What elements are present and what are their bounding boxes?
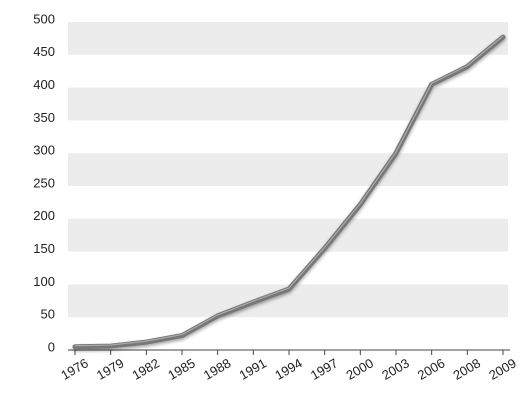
y-tick-label: 0 [48,339,55,354]
x-tick-label: 1982 [130,355,163,382]
y-tick-label: 250 [33,175,55,190]
x-tick-label: 1997 [308,355,341,382]
x-tick-label: 2006 [415,355,448,382]
grid-band [68,22,508,55]
grid-band [68,87,508,121]
y-tick-label: 100 [33,274,55,289]
x-tick-label: 1988 [201,355,234,382]
x-tick-label: 1985 [165,355,198,382]
x-tick-label: 2003 [379,355,412,382]
x-tick-label: 1994 [272,355,305,382]
y-tick-label: 150 [33,241,55,256]
x-tick-label: 2009 [486,355,519,382]
grid-band [68,218,508,252]
y-tick-label: 450 [33,44,55,59]
y-tick-label: 200 [33,208,55,223]
x-tick-label: 1976 [58,355,91,382]
y-tick-label: 350 [33,110,55,125]
x-tick-label: 1991 [237,355,270,382]
y-tick-label: 50 [41,307,55,322]
x-tick-label: 1979 [94,355,127,382]
x-tick-label: 2000 [344,355,377,382]
grid-band [68,153,508,186]
x-tick-label: 2008 [451,355,484,382]
line-highlight [74,35,504,347]
y-tick-label: 400 [33,77,55,92]
y-tick-label: 300 [33,143,55,158]
y-tick-label: 500 [33,11,55,26]
